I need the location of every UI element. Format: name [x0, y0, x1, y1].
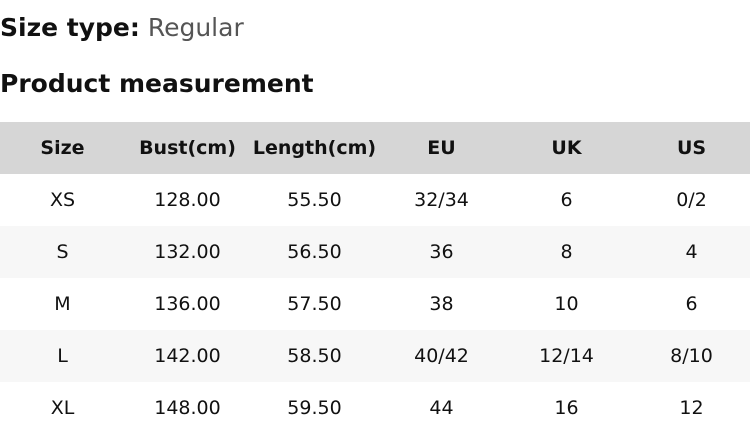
table-row: S 132.00 56.50 36 8 4	[0, 226, 750, 278]
cell-uk: 10	[554, 293, 579, 315]
cell-us: 6	[685, 293, 698, 315]
cell-size: L	[0, 330, 125, 382]
cell-uk: 6	[560, 189, 573, 211]
table-body: XS 128.00 55.50 32/34 6 0/2 S 132.00 56.50 36 8 4 M 1…	[0, 174, 750, 434]
cell-size: S	[0, 226, 125, 278]
cell-size: XS	[49, 189, 76, 211]
cell-uk: 8	[504, 226, 629, 278]
table-row: XL 148.00 59.50 44 16 12	[0, 382, 750, 434]
table-row: XS 128.00 55.50 32/34 6 0/2	[0, 174, 750, 226]
cell-bust: 142.00	[125, 330, 250, 382]
cell-length: 58.50	[250, 330, 379, 382]
header-size: Size	[0, 122, 125, 174]
section-title: Product measurement	[0, 69, 314, 98]
cell-size: XL	[50, 397, 75, 419]
cell-eu: 40/42	[379, 330, 504, 382]
cell-eu: 38	[429, 293, 454, 315]
table-row: M 136.00 57.50 38 10 6	[0, 278, 750, 330]
cell-length: 56.50	[250, 226, 379, 278]
header-uk: UK	[504, 122, 629, 174]
header-us: US	[629, 122, 750, 174]
cell-length: 59.50	[287, 397, 342, 419]
header-bust: Bust(cm)	[125, 122, 250, 174]
cell-size: M	[54, 293, 71, 315]
cell-us: 0/2	[676, 189, 707, 211]
cell-length: 55.50	[287, 189, 342, 211]
cell-uk: 16	[554, 397, 579, 419]
size-type-label: Size type:	[0, 13, 140, 42]
cell-us: 12	[679, 397, 704, 419]
cell-bust: 136.00	[154, 293, 221, 315]
cell-bust: 128.00	[154, 189, 221, 211]
cell-us: 4	[629, 226, 750, 278]
cell-bust: 132.00	[125, 226, 250, 278]
cell-bust: 148.00	[154, 397, 221, 419]
cell-uk: 12/14	[504, 330, 629, 382]
header-length: Length(cm)	[250, 122, 379, 174]
size-type: Size type: Regular	[0, 11, 244, 45]
cell-eu: 36	[379, 226, 504, 278]
cell-eu: 32/34	[414, 189, 469, 211]
cell-length: 57.50	[287, 293, 342, 315]
cell-us: 8/10	[629, 330, 750, 382]
size-type-value: Regular	[147, 13, 244, 42]
header-eu: EU	[379, 122, 504, 174]
measurement-table: Size Bust(cm) Length(cm) EU UK US XS 128.…	[0, 122, 750, 434]
cell-eu: 44	[429, 397, 454, 419]
table-header-row: Size Bust(cm) Length(cm) EU UK US	[0, 122, 750, 174]
table-row: L 142.00 58.50 40/42 12/14 8/10	[0, 330, 750, 382]
